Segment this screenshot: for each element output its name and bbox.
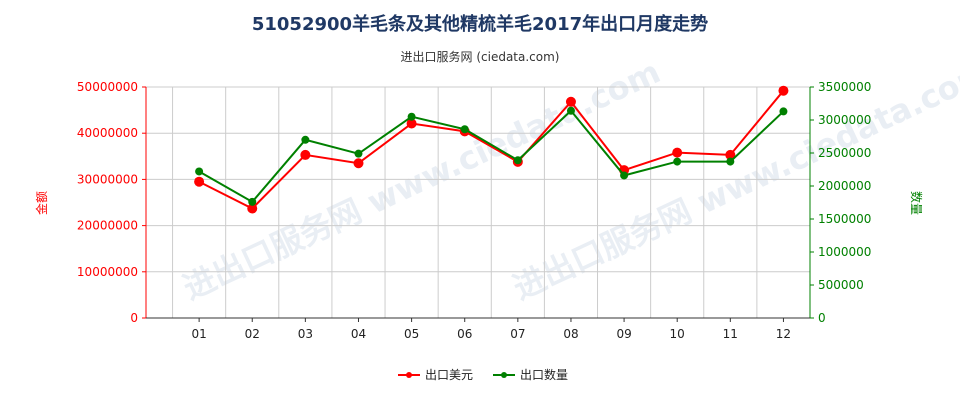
data-point: [566, 106, 575, 115]
x-tick-label: 08: [563, 327, 578, 341]
y-left-tick-label: 40000000: [77, 126, 138, 140]
series-line: [198, 90, 785, 210]
data-point: [300, 149, 311, 160]
data-point: [407, 112, 416, 121]
y-right-tick-label: 1000000: [818, 245, 871, 259]
data-point: [194, 176, 205, 187]
y-right-tick-label: 0: [818, 311, 826, 325]
series-line: [198, 109, 785, 204]
data-point: [778, 85, 789, 96]
x-tick-label: 04: [351, 327, 366, 341]
data-point: [725, 149, 736, 160]
x-tick-label: 10: [670, 327, 685, 341]
data-point: [354, 149, 363, 158]
x-tick-label: 12: [776, 327, 791, 341]
x-tick-label: 01: [191, 327, 206, 341]
y-left-tick-label: 30000000: [77, 172, 138, 186]
data-point: [673, 157, 682, 166]
legend-swatch-marker: [406, 372, 412, 378]
x-tick-label: 07: [510, 327, 525, 341]
data-point: [195, 167, 204, 176]
data-point: [672, 147, 683, 158]
y-right-tick-label: 3000000: [818, 113, 871, 127]
data-point: [513, 156, 522, 165]
data-point: [248, 197, 257, 206]
x-tick-label: 02: [245, 327, 260, 341]
data-point: [726, 157, 735, 166]
y-right-tick-label: 500000: [818, 278, 864, 292]
y-left-tick-label: 20000000: [77, 219, 138, 233]
data-point: [353, 158, 364, 169]
data-point: [247, 203, 258, 214]
y-right-axis-title: 数量: [909, 191, 924, 215]
data-point: [779, 107, 788, 116]
chart-subtitle: 进出口服务网 (ciedata.com): [400, 50, 560, 64]
data-point: [565, 96, 576, 107]
y-left-tick-label: 0: [130, 311, 138, 325]
y-left-tick-label: 50000000: [77, 80, 138, 94]
data-point: [406, 118, 417, 129]
data-point: [301, 135, 310, 144]
y-left-tick-label: 10000000: [77, 265, 138, 279]
x-tick-label: 03: [298, 327, 313, 341]
chart-title: 51052900羊毛条及其他精梳羊毛2017年出口月度走势: [251, 14, 709, 35]
x-tick-label: 11: [723, 327, 738, 341]
legend-label: 出口美元: [425, 368, 473, 382]
x-tick-label: 06: [457, 327, 472, 341]
y-right-tick-label: 1500000: [818, 212, 871, 226]
data-point: [620, 171, 629, 180]
data-point: [460, 125, 469, 134]
x-tick-label: 05: [404, 327, 419, 341]
legend-label: 出口数量: [520, 367, 568, 382]
y-right-tick-label: 3500000: [818, 80, 871, 94]
x-tick-label: 09: [616, 327, 631, 341]
y-right-tick-label: 2500000: [818, 146, 871, 160]
y-right-tick-label: 2000000: [818, 179, 871, 193]
legend-swatch-marker: [501, 372, 507, 378]
y-left-axis-title: 金额: [34, 191, 49, 215]
